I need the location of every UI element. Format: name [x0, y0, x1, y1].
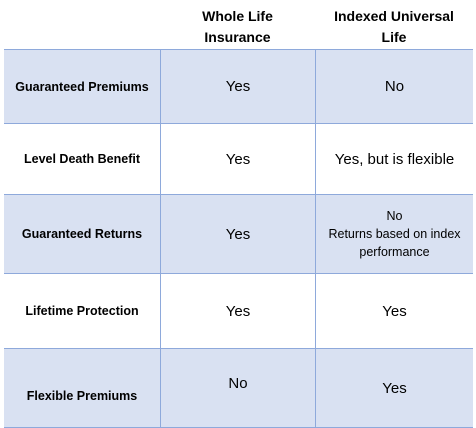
table-row: Guaranteed Returns Yes No Returns based …	[4, 194, 473, 273]
feature-label: Lifetime Protection	[25, 304, 139, 318]
header-whole-life: Whole Life Insurance	[160, 0, 315, 55]
whole-life-value: Yes	[160, 274, 315, 348]
feature-label: Guaranteed Returns	[21, 227, 143, 241]
table-row: Guaranteed Premiums Yes No	[4, 49, 473, 123]
header-iul-line1: Indexed Universal	[334, 8, 454, 24]
iul-value: Yes	[315, 349, 473, 428]
header-iul: Indexed Universal Life	[315, 0, 473, 55]
table-row: Level Death Benefit Yes Yes, but is flex…	[4, 123, 473, 194]
whole-life-value: Yes	[160, 195, 315, 273]
iul-value-line: No	[386, 209, 403, 223]
whole-life-value: No	[160, 349, 315, 428]
header-whole-life-line2: Insurance	[204, 29, 271, 45]
feature-label: Flexible Premiums	[26, 388, 138, 403]
whole-life-value: Yes	[160, 50, 315, 123]
feature-label: Level Death Benefit	[23, 152, 140, 166]
whole-life-value: Yes	[160, 124, 315, 194]
iul-value-line: performance	[359, 245, 430, 259]
iul-value-line: Returns based on index	[328, 227, 461, 241]
iul-value: No Returns based on index performance	[315, 195, 473, 273]
iul-value: Yes, but is flexible	[315, 124, 473, 194]
table-row: Flexible Premiums No Yes	[4, 348, 473, 428]
header-iul-line2: Life	[381, 29, 407, 45]
feature-label: Guaranteed Premiums	[15, 79, 149, 94]
iul-value: No	[315, 50, 473, 123]
comparison-table: Guaranteed Premiums Yes No Level Death B…	[4, 49, 473, 428]
table-row: Lifetime Protection Yes Yes	[4, 273, 473, 348]
header-whole-life-line1: Whole Life	[202, 8, 273, 24]
iul-value: Yes	[315, 274, 473, 348]
